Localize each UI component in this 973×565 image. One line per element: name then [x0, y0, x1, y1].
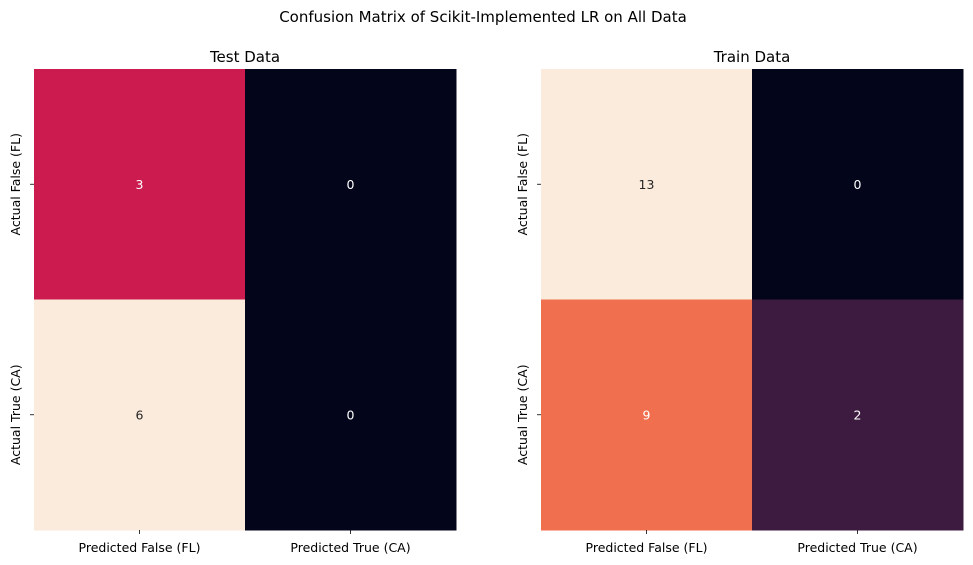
heatmap-cell	[245, 69, 457, 300]
y-tick-label: Actual False (FL)	[515, 133, 530, 235]
cell-value-label: 3	[136, 177, 144, 192]
cell-value-label: 13	[639, 177, 655, 192]
heatmap-cell	[752, 69, 964, 300]
y-tick-label: Actual True (CA)	[8, 364, 23, 465]
figure-title: Confusion Matrix of Scikit-Implemented L…	[279, 8, 687, 26]
heatmap-cell	[245, 299, 457, 531]
cell-value-label: 0	[347, 407, 355, 422]
panel-title: Test Data	[209, 48, 280, 66]
y-tick-label: Actual False (FL)	[8, 133, 23, 235]
cell-value-label: 6	[136, 407, 144, 422]
y-tick-label: Actual True (CA)	[515, 364, 530, 465]
heatmap-cell	[752, 299, 964, 531]
cell-value-label: 0	[854, 177, 862, 192]
heatmap-cell	[541, 69, 753, 300]
x-tick-label: Predicted False (FL)	[79, 540, 201, 555]
heatmap-cell	[541, 299, 753, 531]
x-tick-label: Predicted False (FL)	[586, 540, 708, 555]
heatmap-cell	[34, 299, 246, 531]
heatmap-panel-1: Test Data 3 0 6 0 Predicted False (FL) Predict…	[8, 48, 457, 555]
cell-value-label: 9	[643, 407, 651, 422]
x-tick-label: Predicted True (CA)	[797, 540, 917, 555]
heatmap-cell	[34, 69, 246, 300]
cell-value-label: 0	[347, 177, 355, 192]
x-tick-label: Predicted True (CA)	[290, 540, 410, 555]
heatmap-panel-2: Train Data 13 0 9 2 Predicted False (FL) Predi…	[515, 48, 964, 555]
cell-value-label: 2	[854, 407, 862, 422]
panel-title: Train Data	[713, 48, 791, 66]
